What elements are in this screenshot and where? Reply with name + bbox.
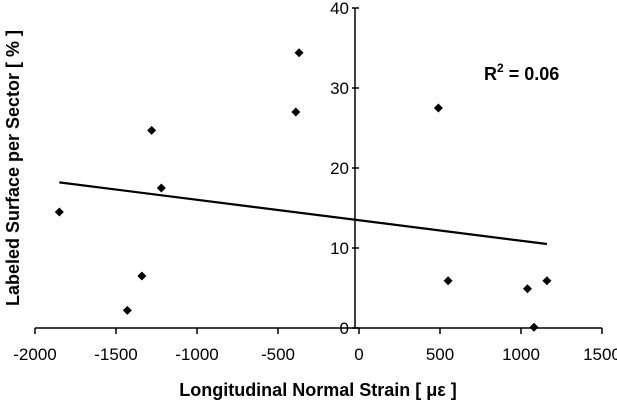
trendline [59, 181, 548, 246]
data-point [443, 276, 453, 286]
trendline-group [59, 181, 548, 246]
x-tick-label: 0 [354, 345, 363, 364]
data-point [54, 207, 64, 217]
x-axis-title: Longitudinal Normal Strain [ με ] [179, 380, 457, 400]
y-tick-label: 20 [330, 159, 349, 178]
r-squared-superscript: 2 [497, 61, 504, 75]
data-point [122, 305, 132, 315]
x-tick-label: 1000 [502, 345, 540, 364]
data-point [291, 107, 301, 117]
r-squared-base: R [484, 64, 497, 84]
data-point [542, 276, 552, 286]
y-tick-group: 0 10 20 30 40 [330, 0, 359, 338]
y-tick-label: 10 [330, 239, 349, 258]
y-axis-title: Labeled Surface per Sector [ % ] [3, 30, 23, 306]
data-point [522, 284, 532, 294]
data-point [294, 48, 304, 58]
x-tick-label: -1000 [175, 345, 218, 364]
x-tick-label: -1500 [94, 345, 137, 364]
x-tick-group: -2000 -1500 -1000 -500 0 500 1000 1500 [13, 328, 617, 364]
data-point [529, 322, 539, 332]
y-tick-label: 40 [330, 0, 349, 18]
data-point [147, 125, 157, 135]
data-point [433, 103, 443, 113]
y-tick-label: 0 [340, 319, 349, 338]
x-tick-label: -500 [261, 345, 295, 364]
axes [35, 8, 602, 329]
data-point [156, 183, 166, 193]
x-tick-label: 1500 [583, 345, 617, 364]
r-squared-annotation: R2 = 0.06 [484, 61, 559, 84]
x-tick-label: -2000 [13, 345, 56, 364]
data-points [54, 48, 552, 332]
x-tick-label: 500 [426, 345, 454, 364]
r-squared-value: = 0.06 [504, 64, 560, 84]
y-tick-label: 30 [330, 79, 349, 98]
data-point [137, 271, 147, 281]
